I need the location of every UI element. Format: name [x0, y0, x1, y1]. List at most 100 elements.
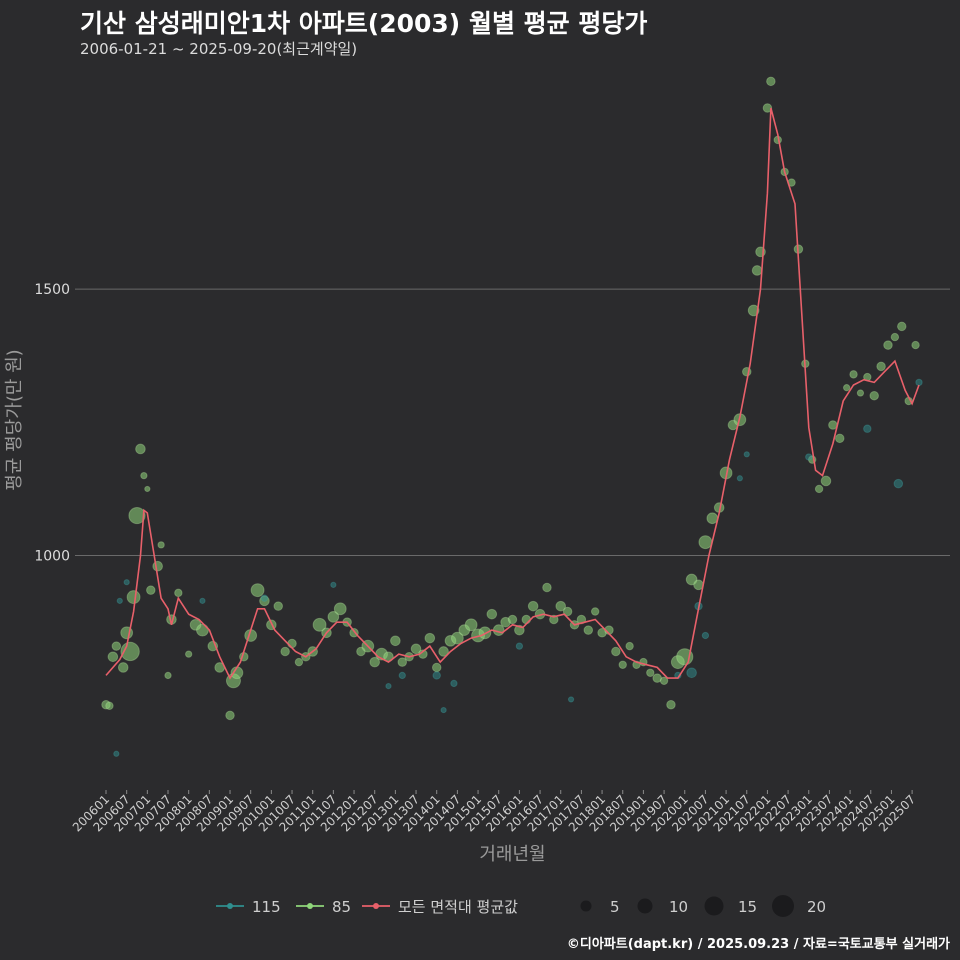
average-line-path — [105, 107, 920, 680]
point-115 — [567, 696, 575, 703]
point-85 — [273, 601, 283, 611]
point-85 — [250, 583, 265, 598]
point-85 — [856, 389, 865, 397]
point-115 — [123, 579, 130, 586]
point-115 — [199, 597, 206, 604]
point-85 — [843, 384, 851, 392]
y-tick-label: 1000 — [34, 549, 70, 565]
point-85 — [105, 701, 114, 711]
footer-credit: ©디아파트(dapt.kr) / 2025.09.23 / 자료=국토교통부 실… — [566, 937, 950, 952]
point-85 — [107, 651, 119, 663]
point-85 — [666, 699, 676, 710]
point-85 — [685, 573, 698, 586]
x-axis-ticks: 2006012006072007012007072008012008072009… — [70, 790, 918, 835]
point-85 — [174, 588, 183, 598]
grid-lines — [75, 288, 950, 557]
chart-subtitle: 2006-01-21 ~ 2025-09-20(최근계약일) — [80, 40, 358, 58]
point-115 — [701, 631, 710, 640]
point-85 — [369, 656, 381, 668]
point-85 — [869, 390, 879, 401]
point-85 — [450, 631, 464, 645]
point-115 — [686, 667, 697, 679]
point-115 — [805, 453, 813, 461]
point-85 — [883, 340, 893, 350]
legend-marker — [227, 903, 233, 909]
legend-size-label: 20 — [807, 898, 826, 916]
point-85 — [431, 662, 442, 673]
legend-size-circle — [772, 895, 794, 917]
point-85 — [327, 610, 340, 623]
point-85 — [706, 512, 719, 525]
point-85 — [157, 541, 165, 549]
point-85 — [164, 671, 172, 680]
point-115 — [113, 750, 120, 757]
point-85 — [390, 635, 401, 647]
point-85 — [333, 602, 347, 616]
point-85 — [225, 710, 235, 721]
point-85 — [507, 614, 518, 625]
legend: 115 85 모든 면적대 평균값 5 10 15 20 — [216, 895, 826, 917]
point-115 — [330, 581, 337, 588]
legend-size-label: 10 — [669, 898, 688, 916]
point-115 — [116, 597, 123, 604]
point-85 — [828, 420, 838, 430]
point-115 — [398, 671, 406, 680]
legend-marker — [373, 903, 379, 909]
point-85 — [583, 625, 594, 635]
average-line — [105, 107, 920, 680]
point-115 — [863, 424, 872, 433]
legend-size-label: 15 — [738, 898, 757, 916]
point-85 — [185, 650, 193, 658]
point-85 — [618, 660, 627, 669]
legend-size-label: 5 — [610, 898, 620, 916]
point-85 — [562, 606, 573, 617]
point-115 — [450, 679, 458, 688]
point-85 — [555, 600, 567, 612]
point-85 — [766, 76, 776, 87]
point-85 — [312, 617, 327, 632]
point-85 — [590, 607, 600, 616]
point-115 — [736, 475, 743, 482]
point-85 — [747, 304, 760, 317]
point-115 — [515, 642, 524, 650]
legend-size-circle — [704, 896, 724, 916]
legend-label: 85 — [332, 898, 351, 916]
y-tick-label: 1500 — [34, 282, 70, 298]
point-85 — [152, 560, 163, 572]
point-85 — [835, 433, 845, 444]
point-115 — [432, 671, 441, 680]
point-85 — [814, 484, 824, 494]
point-85 — [144, 485, 151, 493]
legend-marker — [307, 903, 313, 909]
point-85 — [438, 646, 449, 657]
point-85 — [542, 582, 552, 593]
point-85 — [486, 608, 498, 620]
point-85 — [117, 662, 129, 673]
point-85 — [140, 471, 148, 480]
point-115 — [440, 706, 447, 714]
point-85 — [196, 623, 209, 637]
legend-label: 모든 면적대 평균값 — [398, 898, 518, 916]
y-axis-title: 평균 평당가(만 원) — [4, 349, 25, 490]
point-85 — [897, 321, 907, 332]
point-85 — [287, 638, 297, 649]
point-85 — [128, 506, 146, 525]
point-85 — [611, 646, 621, 657]
point-85 — [410, 643, 422, 655]
point-115 — [915, 378, 923, 387]
point-85 — [911, 340, 920, 350]
point-85 — [111, 641, 122, 651]
point-115 — [743, 451, 750, 458]
point-85 — [424, 632, 436, 644]
point-85 — [652, 673, 662, 683]
point-85 — [751, 265, 763, 276]
legend-size-circle — [637, 898, 653, 914]
point-85 — [527, 600, 539, 612]
point-85 — [294, 657, 304, 667]
x-axis-title: 거래년월 — [479, 844, 545, 865]
scatter-points — [101, 76, 923, 757]
point-85 — [464, 618, 478, 632]
point-85 — [820, 475, 832, 487]
point-85 — [659, 676, 669, 685]
